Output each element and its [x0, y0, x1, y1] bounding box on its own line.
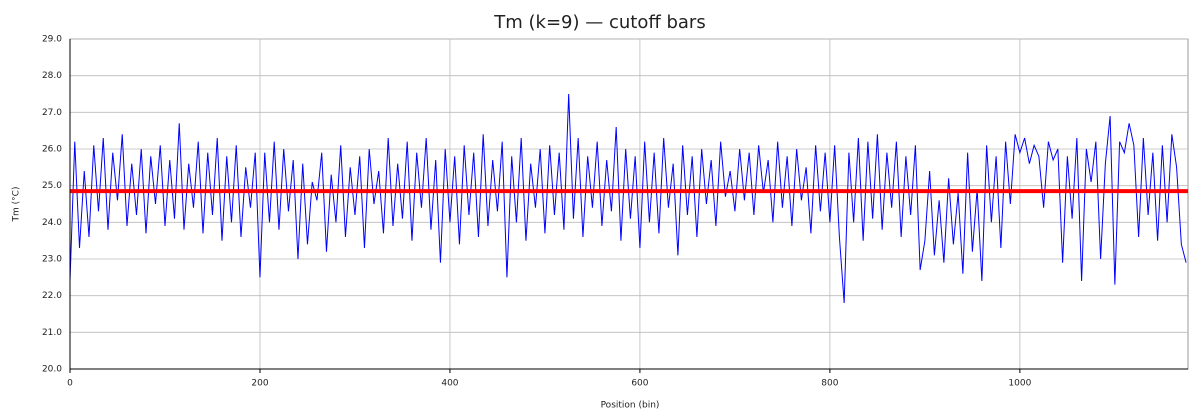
chart-title: Tm (k=9) — cutoff bars: [493, 12, 705, 33]
y-axis-label: Tm (°C): [12, 187, 22, 223]
y-tick-label: 29.0: [42, 35, 62, 45]
y-tick-label: 20.0: [42, 365, 62, 375]
x-tick-label: 0: [67, 379, 73, 389]
y-tick-label: 28.0: [42, 71, 62, 81]
y-tick-label: 23.0: [42, 255, 62, 265]
y-tick-label: 21.0: [42, 328, 62, 338]
y-tick-label: 25.0: [42, 181, 62, 191]
data-line: [69, 93, 1187, 304]
x-tick-label: 1000: [1008, 379, 1031, 389]
x-tick-label: 600: [631, 379, 648, 389]
y-tick-label: 26.0: [42, 145, 62, 155]
y-tick-label: 22.0: [42, 291, 62, 301]
y-tick-label: 27.0: [42, 108, 62, 118]
y-tick-label: 24.0: [42, 218, 62, 228]
x-tick-label: 200: [251, 379, 268, 389]
x-tick-label: 400: [441, 379, 458, 389]
x-tick-label: 800: [821, 379, 838, 389]
x-axis-label: Position (bin): [601, 401, 660, 411]
